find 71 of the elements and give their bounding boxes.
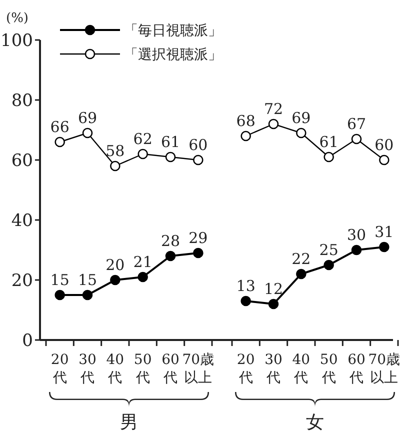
point — [240, 130, 251, 142]
data-label: 25 — [319, 241, 338, 259]
point — [268, 298, 279, 310]
data-label: 13 — [236, 277, 256, 295]
x-axis-title: 女 — [306, 412, 324, 432]
data-label: 61 — [319, 133, 338, 151]
data-label: 69 — [78, 109, 98, 127]
x-tick-label: 20代 — [50, 352, 69, 386]
x-tick-label: 60代 — [348, 352, 366, 386]
point — [165, 152, 176, 162]
x-tick-label: 30代 — [78, 352, 96, 386]
data-label: 62 — [133, 130, 152, 148]
point — [54, 136, 65, 148]
point — [324, 260, 334, 270]
point — [351, 134, 362, 144]
data-label: 21 — [133, 253, 152, 271]
data-label: 15 — [50, 271, 70, 289]
data-label: 20 — [106, 256, 125, 274]
x-tick-label: 70歳以上 — [182, 352, 214, 386]
data-label: 29 — [188, 229, 208, 247]
point — [351, 244, 362, 256]
y-tick-label: 0 — [22, 331, 33, 351]
data-label: 12 — [264, 280, 284, 298]
point — [240, 296, 251, 306]
y-tick-label: 80 — [11, 91, 33, 111]
point — [379, 242, 390, 252]
x-tick-label: 50代 — [134, 352, 152, 386]
x-tick-label: 70歳以上 — [368, 352, 400, 386]
point — [110, 274, 120, 286]
x-tick-label: 40代 — [292, 352, 310, 386]
point — [82, 290, 93, 300]
data-label: 22 — [292, 250, 311, 268]
x-axis-title: 男 — [120, 412, 138, 432]
y-tick-label: 40 — [11, 211, 33, 231]
y-tick-label: 60 — [11, 151, 33, 171]
data-label: 58 — [106, 142, 125, 160]
point — [193, 248, 204, 258]
point — [110, 160, 120, 172]
point — [296, 268, 306, 280]
point — [138, 148, 148, 160]
data-label: 72 — [264, 100, 284, 118]
data-label: 60 — [374, 136, 394, 154]
point — [296, 128, 306, 138]
x-tick-label: 20代 — [236, 352, 255, 386]
y-tick-label: 100 — [0, 31, 33, 51]
x-tick-label: 40代 — [106, 352, 124, 386]
data-label: 69 — [292, 109, 311, 127]
legend-label: 「毎日視聴派」 — [124, 23, 222, 39]
data-label: 15 — [78, 271, 98, 289]
point — [379, 154, 390, 166]
data-label: 68 — [236, 112, 256, 130]
x-tick-label: 30代 — [264, 352, 282, 386]
y-axis-title: (%) — [6, 11, 28, 26]
y-tick-label: 20 — [11, 271, 33, 291]
point — [165, 250, 176, 262]
x-tick-label: 50代 — [320, 352, 338, 386]
data-label: 28 — [160, 232, 180, 250]
point — [54, 290, 65, 300]
point — [138, 272, 148, 282]
point — [193, 154, 204, 166]
legend-label: 「選択視聴派」 — [124, 47, 222, 63]
data-label: 30 — [346, 226, 366, 244]
data-label: 61 — [160, 133, 180, 151]
x-tick-label: 60代 — [162, 352, 180, 386]
data-label: 31 — [374, 223, 394, 241]
point — [82, 128, 93, 138]
data-label: 60 — [188, 136, 208, 154]
data-label: 67 — [346, 115, 366, 133]
point — [268, 118, 279, 130]
data-label: 66 — [50, 118, 70, 136]
point — [324, 152, 334, 162]
